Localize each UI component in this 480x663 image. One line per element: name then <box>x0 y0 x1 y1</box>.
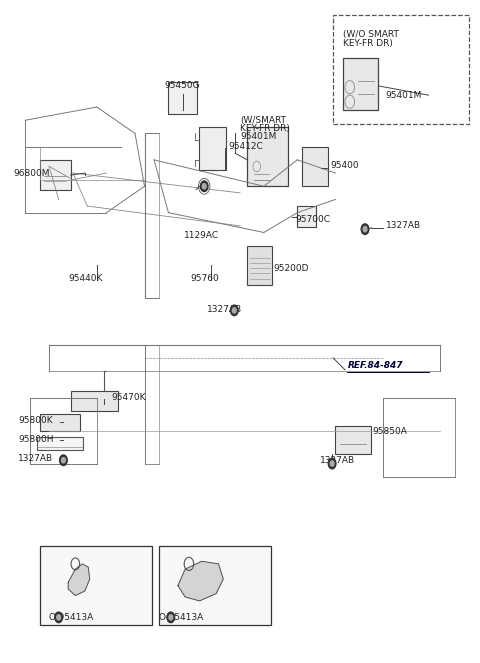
Bar <box>333 15 469 123</box>
Text: (W/SMART: (W/SMART <box>240 116 286 125</box>
Text: 95450G: 95450G <box>165 82 200 90</box>
Text: 95400: 95400 <box>331 160 360 170</box>
Circle shape <box>55 612 62 623</box>
Circle shape <box>61 457 65 463</box>
Bar <box>168 82 197 113</box>
Bar <box>199 127 226 170</box>
Text: 95800H: 95800H <box>18 436 54 444</box>
Circle shape <box>363 227 367 232</box>
Polygon shape <box>68 564 90 595</box>
Bar <box>37 437 83 450</box>
Text: 95800K: 95800K <box>18 416 53 425</box>
Circle shape <box>328 458 336 469</box>
Bar <box>39 546 152 625</box>
Text: 95470K: 95470K <box>111 393 145 402</box>
Polygon shape <box>178 562 223 601</box>
Circle shape <box>330 461 334 466</box>
Text: 95700C: 95700C <box>296 215 331 223</box>
Bar <box>297 206 316 227</box>
Bar <box>247 127 288 186</box>
Text: 1129AC: 1129AC <box>184 231 219 240</box>
Text: KEY-FR DR): KEY-FR DR) <box>343 39 393 48</box>
Text: 1327AB: 1327AB <box>206 304 242 314</box>
Bar <box>39 160 71 190</box>
Text: KEY-FR DR): KEY-FR DR) <box>240 124 290 133</box>
Circle shape <box>57 615 60 620</box>
Text: 95200D: 95200D <box>274 264 309 272</box>
Bar <box>71 391 118 410</box>
Circle shape <box>167 612 175 623</box>
Text: 95440K: 95440K <box>68 274 103 283</box>
Bar <box>247 246 272 285</box>
Circle shape <box>202 184 206 189</box>
Circle shape <box>169 615 173 620</box>
Text: 1327AB: 1327AB <box>18 454 53 463</box>
Circle shape <box>230 305 238 316</box>
Text: 95401M: 95401M <box>240 131 276 141</box>
Text: O-95413A: O-95413A <box>48 613 94 622</box>
Circle shape <box>60 455 67 465</box>
Bar <box>336 426 371 453</box>
Circle shape <box>200 181 208 192</box>
Bar <box>39 414 80 430</box>
Text: 1327AB: 1327AB <box>385 221 420 230</box>
Text: 95412C: 95412C <box>228 142 263 151</box>
Circle shape <box>361 224 369 235</box>
Bar <box>343 58 378 110</box>
Text: (W/O SMART: (W/O SMART <box>343 30 398 39</box>
Text: 1327AB: 1327AB <box>320 455 355 465</box>
Text: 95760: 95760 <box>190 274 219 283</box>
Text: O-95413A: O-95413A <box>159 613 204 622</box>
Text: 96800M: 96800M <box>13 168 50 178</box>
Text: 95850A: 95850A <box>372 428 408 436</box>
Circle shape <box>232 308 236 313</box>
Text: REF.84-847: REF.84-847 <box>348 361 403 370</box>
Bar <box>302 147 328 186</box>
Text: 95401M: 95401M <box>385 91 422 99</box>
Bar <box>159 546 271 625</box>
